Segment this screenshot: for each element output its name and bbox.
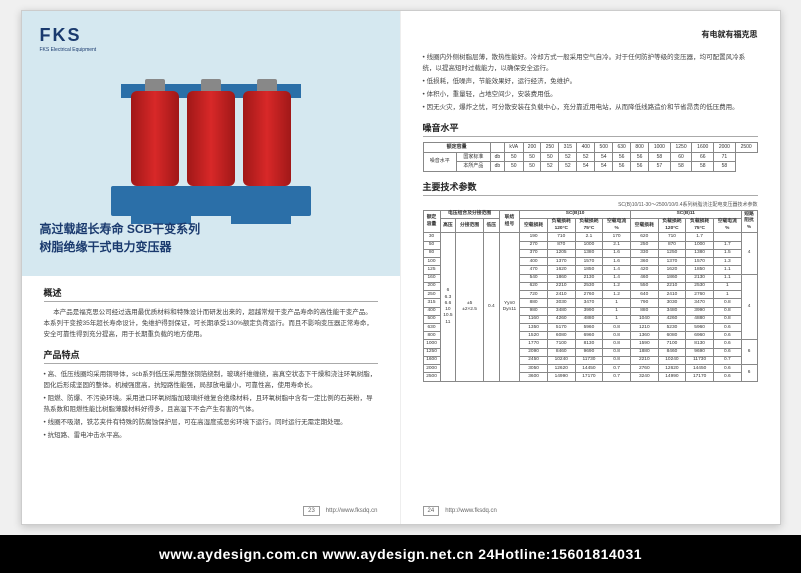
logo: FKS xyxy=(40,25,382,46)
feature-3: • 线圈不吸潮，铁芯夹件有特殊的防腐蚀保护层，可在高湿度或恶劣环境下运行。同时运… xyxy=(44,417,378,428)
features-heading: 产品特点 xyxy=(44,348,378,364)
feature-2: • 阻燃、防爆、不污染环境。采用进口环氧树脂加玻璃纤维复合绝缘材料，且环氧树脂中… xyxy=(44,393,378,415)
product-image xyxy=(101,66,321,216)
feature-1: • 高、低压线圈均采用铜导体，scb系列低压采用整张铜箔绕制，玻璃纤维缠绕，高真… xyxy=(44,369,378,391)
overview-heading: 概述 xyxy=(44,286,378,302)
intro-2: • 低损耗，低噪声，节能效果好，运行经济，免维护。 xyxy=(423,76,758,87)
watermark-banner: www.aydesign.com.cn www.aydesign.net.cn … xyxy=(0,535,801,573)
right-page: 有电就有福克思 • 线圈内外侧树脂层薄，散热性能好。冷却方式一般采用空气自冷。对… xyxy=(401,11,780,524)
left-footer: 23 http://www.fksdq.cn xyxy=(303,506,377,516)
spec-heading: 主要技术参数 xyxy=(423,180,758,196)
hero: FKS FKS Electrical Equipment 高过载超长寿命 SCB… xyxy=(22,11,400,276)
intro-4: • 因无火灾，爆炸之忧，可分散安装在负载中心，充分靠近用电站，从而降低线路造价和… xyxy=(423,102,758,113)
footer-url-right: http://www.fksdq.cn xyxy=(445,508,497,514)
hero-title-line2: 树脂绝缘干式电力变压器 xyxy=(40,238,201,256)
left-page: FKS FKS Electrical Equipment 高过载超长寿命 SCB… xyxy=(22,11,401,524)
feature-4: • 抗短路、雷电冲击水平高。 xyxy=(44,430,378,441)
noise-table: 额定容量kVA200250315400500630800100012501600… xyxy=(423,142,758,172)
right-footer: 24 http://www.fksdq.cn xyxy=(423,506,497,516)
spread: FKS FKS Electrical Equipment 高过载超长寿命 SCB… xyxy=(21,10,781,525)
intro-3: • 体积小，重量轻，占地空间少，安装费用低。 xyxy=(423,89,758,100)
slogan: 有电就有福克思 xyxy=(423,29,758,40)
footer-url-left: http://www.fksdq.cn xyxy=(326,508,378,514)
spec-caption: SC(B)10/11-30～2500/10/0.4系列树脂浇注配电变压器技术参数 xyxy=(423,201,758,208)
page-number-left: 23 xyxy=(303,506,320,516)
hero-title: 高过载超长寿命 SCB干变系列 树脂绝缘干式电力变压器 xyxy=(40,220,201,256)
hero-title-line1: 高过载超长寿命 SCB干变系列 xyxy=(40,220,201,238)
logo-subtitle: FKS Electrical Equipment xyxy=(40,47,382,53)
page-number-right: 24 xyxy=(423,506,440,516)
overview-text: 本产品是福克思公司经过选用最优质材料和特殊设计而研发出来的，超越常规干变产品寿命… xyxy=(44,307,378,340)
spec-table: 额定 容量电压组合及分接范围联结 组号SC(B)10SC(B)11短路 阻抗 %… xyxy=(423,210,758,382)
intro-1: • 线圈内外侧树脂层薄，散热性能好。冷却方式一般采用空气自冷。对于任何防护等级的… xyxy=(423,52,758,74)
noise-heading: 噪音水平 xyxy=(423,121,758,137)
